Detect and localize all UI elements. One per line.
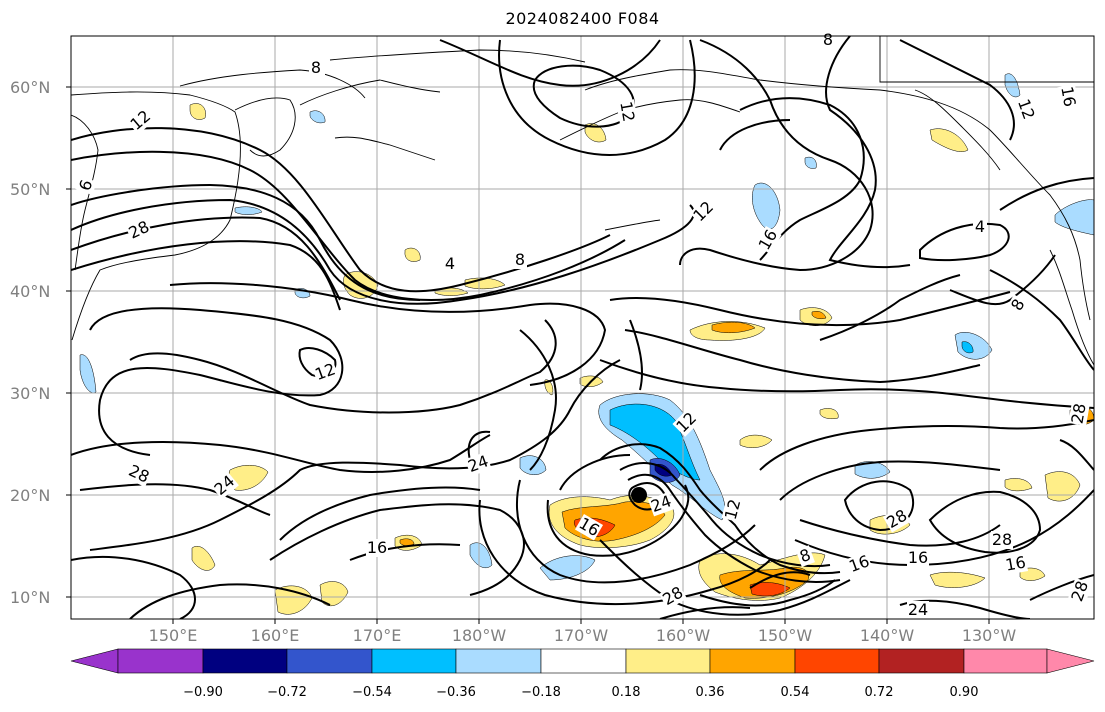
colorbar-tick-label: 0.54 — [780, 685, 810, 700]
colorbar-segment — [540, 648, 627, 674]
colorbar-tick-label: −0.36 — [436, 685, 476, 700]
colorbar-tick-label: 0.36 — [695, 685, 725, 700]
contour-lines — [71, 36, 1094, 619]
colorbar-tick-label: −0.18 — [521, 685, 561, 700]
colorbar-segment — [963, 648, 1048, 674]
contour-label: 8 — [311, 58, 321, 77]
map-title: 2024082400 F084 — [505, 9, 660, 28]
colorbar-segment — [794, 648, 880, 674]
contour-label: 12 — [721, 497, 745, 522]
colorbar-segment — [286, 648, 373, 674]
contour-label: 16 — [367, 538, 387, 557]
colorbar — [70, 648, 1095, 674]
contour-label: 28 — [1067, 402, 1089, 425]
colorbar-segment — [878, 648, 965, 674]
lon-label: 130°W — [961, 626, 1017, 645]
storm-center-marker — [631, 487, 647, 503]
colorbar-tick-label: −0.90 — [183, 685, 223, 700]
colorbar-tick-label: 0.90 — [949, 685, 979, 700]
lat-label: 60°N — [10, 78, 51, 97]
contour-label: 4 — [445, 254, 455, 273]
plot-frame — [70, 35, 1095, 620]
colorbar-tick-label: 0.72 — [864, 685, 894, 700]
contour-label: 8 — [823, 30, 833, 49]
lon-label: 160°W — [655, 626, 711, 645]
lon-label: 140°W — [859, 626, 915, 645]
lat-label: 20°N — [10, 486, 51, 505]
lat-label: 50°N — [10, 180, 51, 199]
contour-label: 16 — [1004, 552, 1027, 574]
contour-label: 8 — [515, 250, 525, 269]
colorbar-segment — [455, 648, 542, 674]
lon-label: 150°E — [148, 626, 198, 645]
lon-label: 150°W — [757, 626, 813, 645]
lon-label: 160°E — [250, 626, 300, 645]
contour-label: 16 — [908, 548, 928, 567]
lon-label: 170°E — [352, 626, 402, 645]
colorbar-segment — [117, 648, 204, 674]
lon-label: 180°W — [451, 626, 507, 645]
colorbar-segment — [202, 648, 288, 674]
contour-label: 16 — [1057, 85, 1079, 108]
colorbar-extend-low — [70, 648, 119, 674]
colorbar-segment — [709, 648, 796, 674]
lon-label: 170°W — [553, 626, 609, 645]
contour-label: 24 — [908, 600, 928, 619]
lat-label: 30°N — [10, 384, 51, 403]
lat-label: 10°N — [10, 588, 51, 607]
colorbar-extend-high — [1046, 648, 1095, 674]
contour-label: 12 — [616, 100, 638, 123]
contour-label: 4 — [975, 217, 985, 236]
colorbar-tick-label: 0.18 — [611, 685, 641, 700]
colorbar-tick-label: −0.72 — [267, 685, 307, 700]
axis-ticks — [66, 86, 990, 624]
colorbar-segment — [371, 648, 457, 674]
colorbar-segment — [625, 648, 711, 674]
coastlines — [71, 36, 1094, 366]
lat-label: 40°N — [10, 282, 51, 301]
colorbar-tick-label: −0.54 — [352, 685, 392, 700]
contour-label: 28 — [992, 530, 1012, 549]
